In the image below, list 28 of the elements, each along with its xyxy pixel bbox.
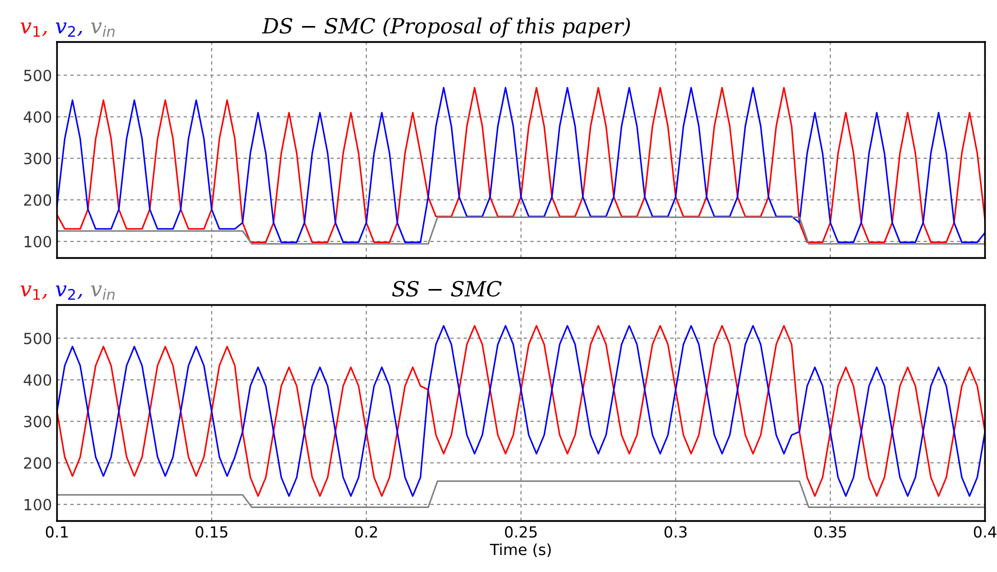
- y-tick-label: 400: [24, 111, 52, 123]
- x-tick-label: 0.4: [974, 526, 996, 538]
- chart-title: DS − SMC (Proposal of this paper): [262, 18, 630, 38]
- y-tick-label: 500: [24, 332, 52, 344]
- y-tick-label: 400: [24, 374, 52, 386]
- y-tick-label: 200: [24, 457, 52, 469]
- line-series: [57, 86, 985, 243]
- y-tick-label: 100: [24, 498, 52, 510]
- x-tick-label: 0.1: [46, 526, 68, 538]
- text: v$_{2}$,: [56, 22, 82, 37]
- text: v$_{2}$,: [56, 286, 82, 300]
- y-tick-label: 300: [24, 416, 52, 428]
- line-series: [57, 325, 985, 497]
- x-tick-label: 0.2: [355, 526, 377, 538]
- x-tick-label: 0.35: [814, 526, 846, 538]
- y-tick-label: 100: [24, 236, 52, 248]
- chart-title: SS − SMC: [392, 280, 502, 297]
- x-tick-label: 0.25: [505, 526, 537, 538]
- y-tick-label: 500: [24, 70, 52, 82]
- text: v$_{in}$: [91, 22, 115, 37]
- text: v$_{1}$,: [20, 286, 47, 300]
- x-tick-label: 0.15: [196, 526, 228, 538]
- y-tick-label: 200: [24, 194, 52, 206]
- x-axis-title: Time (s): [490, 543, 551, 558]
- y-tick-label: 300: [24, 152, 52, 164]
- text: v$_{in}$: [91, 286, 115, 300]
- text: v$_{1}$,: [20, 22, 47, 37]
- x-tick-label: 0.3: [664, 526, 687, 538]
